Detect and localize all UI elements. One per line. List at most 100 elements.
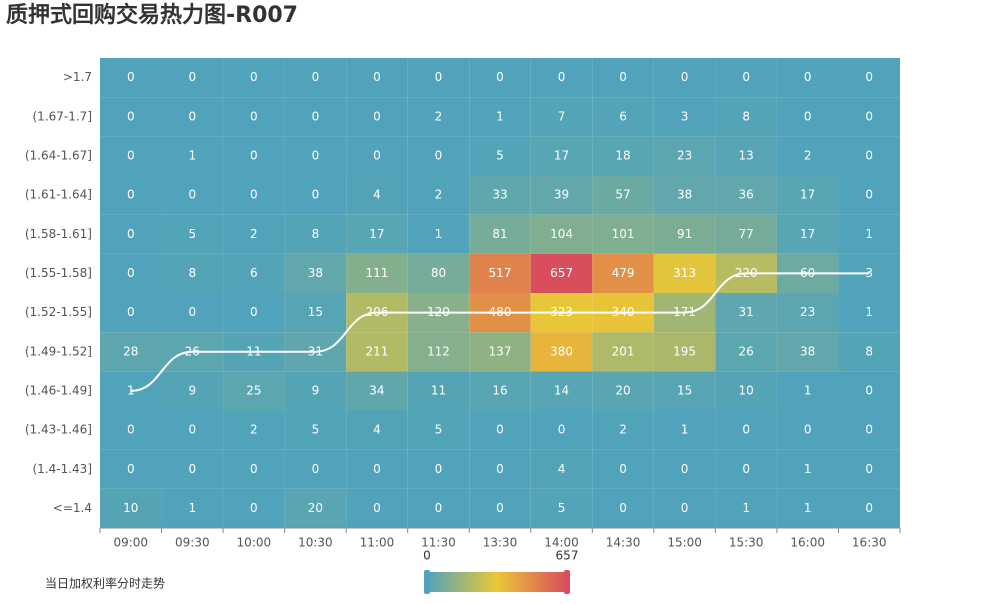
cell-label: 1 bbox=[681, 423, 689, 437]
cell-label: 0 bbox=[804, 423, 812, 437]
y-tick-label: <=1.4 bbox=[53, 501, 92, 515]
cell-label: 36 bbox=[739, 188, 754, 202]
heat-cell bbox=[223, 214, 285, 254]
cell-label: 1 bbox=[804, 501, 812, 515]
cell-label: 8 bbox=[188, 266, 196, 280]
cell-label: 17 bbox=[800, 227, 815, 241]
heat-cell bbox=[776, 58, 839, 98]
cell-label: 6 bbox=[250, 266, 258, 280]
heat-cell bbox=[838, 214, 900, 254]
heat-cell bbox=[161, 371, 224, 411]
x-tick-label: 10:30 bbox=[298, 536, 333, 550]
x-tick-label: 16:30 bbox=[852, 536, 887, 550]
heat-cell bbox=[592, 488, 654, 528]
trend-line bbox=[130, 272, 870, 392]
heat-cell bbox=[530, 332, 593, 372]
heat-cell bbox=[407, 488, 470, 528]
cell-label: 8 bbox=[865, 344, 873, 358]
cell-label: 0 bbox=[435, 501, 443, 515]
visual-map-handle[interactable] bbox=[424, 570, 430, 594]
cell-label: 34 bbox=[369, 383, 384, 397]
heat-cell bbox=[838, 97, 900, 137]
heat-cell bbox=[592, 371, 654, 411]
heat-cell bbox=[838, 371, 900, 411]
heat-cell bbox=[653, 97, 716, 137]
cell-label: 6 bbox=[619, 109, 627, 123]
heat-cell bbox=[284, 488, 347, 528]
heat-cell bbox=[407, 253, 470, 293]
cell-label: 0 bbox=[496, 501, 504, 515]
cell-label: 0 bbox=[312, 462, 320, 476]
chart-title: 质押式回购交易热力图-R007 bbox=[6, 2, 298, 28]
cell-label: 31 bbox=[739, 305, 754, 319]
cell-label: 8 bbox=[312, 227, 320, 241]
cell-label: 0 bbox=[681, 501, 689, 515]
heat-cell bbox=[653, 253, 716, 293]
y-tick-label: (1.64-1.67] bbox=[25, 148, 92, 162]
heat-cell bbox=[776, 97, 839, 137]
heat-cell bbox=[223, 293, 285, 333]
heat-cell bbox=[346, 488, 408, 528]
heat-cell bbox=[161, 410, 224, 450]
legend-label: 当日加权利率分时走势 bbox=[45, 576, 165, 591]
y-tick-label: (1.55-1.58] bbox=[25, 266, 92, 280]
x-tick-label: 15:00 bbox=[667, 536, 702, 550]
heat-cell bbox=[653, 58, 716, 98]
cell-label: 81 bbox=[492, 227, 507, 241]
y-tick-label: (1.4-1.43] bbox=[33, 462, 93, 476]
heat-cell bbox=[346, 332, 408, 372]
heat-cell bbox=[530, 175, 593, 215]
heat-cell bbox=[838, 293, 900, 333]
heat-cell bbox=[530, 97, 593, 137]
heat-cell bbox=[530, 58, 593, 98]
cell-label: 0 bbox=[619, 501, 627, 515]
cell-label: 0 bbox=[312, 188, 320, 202]
x-tick-label: 11:30 bbox=[421, 536, 456, 550]
heat-cell bbox=[469, 253, 531, 293]
cell-label: 657 bbox=[550, 266, 573, 280]
cell-label: 0 bbox=[435, 148, 443, 162]
heat-cell bbox=[346, 97, 408, 137]
cell-label: 2 bbox=[435, 188, 443, 202]
heat-cell bbox=[838, 58, 900, 98]
heat-cell bbox=[592, 175, 654, 215]
heat-cell bbox=[469, 136, 531, 176]
cell-label: 201 bbox=[612, 344, 635, 358]
heat-cell bbox=[653, 410, 716, 450]
heat-cell bbox=[161, 449, 224, 489]
heat-cell bbox=[100, 332, 162, 372]
cell-label: 0 bbox=[681, 462, 689, 476]
cell-label: 5 bbox=[558, 501, 566, 515]
cell-label: 0 bbox=[558, 70, 566, 84]
heat-cell bbox=[530, 449, 593, 489]
heat-cell bbox=[715, 97, 777, 137]
heat-cell bbox=[530, 410, 593, 450]
cell-label: 479 bbox=[612, 266, 635, 280]
cell-label: 2 bbox=[250, 227, 258, 241]
cell-label: 0 bbox=[681, 70, 689, 84]
cell-label: 1 bbox=[804, 462, 812, 476]
cell-label: 77 bbox=[739, 227, 754, 241]
cell-label: 0 bbox=[435, 462, 443, 476]
heat-cell bbox=[223, 97, 285, 137]
cell-label: 0 bbox=[188, 109, 196, 123]
cell-label: 17 bbox=[369, 227, 384, 241]
cell-label: 20 bbox=[615, 383, 630, 397]
heat-cell bbox=[653, 488, 716, 528]
heat-cell bbox=[715, 214, 777, 254]
heat-cell bbox=[346, 253, 408, 293]
y-tick-label: >1.7 bbox=[63, 70, 92, 84]
heat-cell bbox=[284, 214, 347, 254]
heat-cell bbox=[715, 58, 777, 98]
visual-map-handle[interactable] bbox=[564, 570, 570, 594]
heat-cell bbox=[223, 175, 285, 215]
heat-cell bbox=[592, 97, 654, 137]
heat-cell bbox=[407, 175, 470, 215]
cell-label: 10 bbox=[123, 501, 138, 515]
cell-label: 0 bbox=[250, 188, 258, 202]
heat-cell bbox=[161, 58, 224, 98]
cell-label: 0 bbox=[127, 266, 135, 280]
heat-cell bbox=[161, 175, 224, 215]
heat-cell bbox=[653, 175, 716, 215]
cell-label: 0 bbox=[127, 305, 135, 319]
